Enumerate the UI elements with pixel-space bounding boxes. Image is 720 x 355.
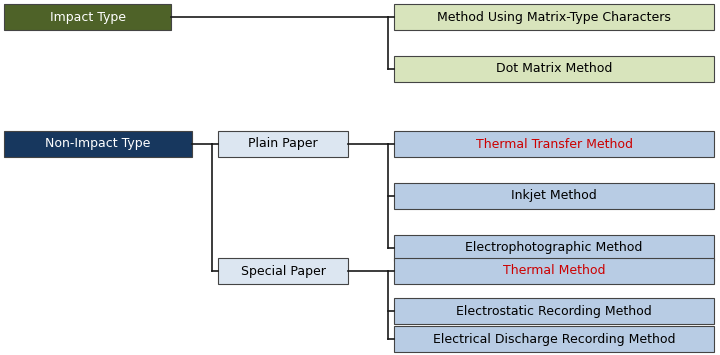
Text: Electrophotographic Method: Electrophotographic Method xyxy=(465,241,643,255)
FancyBboxPatch shape xyxy=(394,298,714,324)
Text: Inkjet Method: Inkjet Method xyxy=(511,190,597,202)
FancyBboxPatch shape xyxy=(394,235,714,261)
Text: Non-Impact Type: Non-Impact Type xyxy=(45,137,150,151)
Text: Method Using Matrix-Type Characters: Method Using Matrix-Type Characters xyxy=(437,11,671,23)
Text: Thermal Transfer Method: Thermal Transfer Method xyxy=(475,137,632,151)
Text: Dot Matrix Method: Dot Matrix Method xyxy=(496,62,612,76)
Text: Impact Type: Impact Type xyxy=(50,11,125,23)
FancyBboxPatch shape xyxy=(394,183,714,209)
FancyBboxPatch shape xyxy=(394,131,714,157)
Text: Special Paper: Special Paper xyxy=(240,264,325,278)
Text: Plain Paper: Plain Paper xyxy=(248,137,318,151)
FancyBboxPatch shape xyxy=(4,4,171,30)
Text: Electrical Discharge Recording Method: Electrical Discharge Recording Method xyxy=(433,333,675,345)
FancyBboxPatch shape xyxy=(394,56,714,82)
Text: Electrostatic Recording Method: Electrostatic Recording Method xyxy=(456,305,652,317)
FancyBboxPatch shape xyxy=(218,131,348,157)
FancyBboxPatch shape xyxy=(218,258,348,284)
Text: Thermal Method: Thermal Method xyxy=(503,264,606,278)
FancyBboxPatch shape xyxy=(394,258,714,284)
FancyBboxPatch shape xyxy=(394,4,714,30)
FancyBboxPatch shape xyxy=(394,326,714,352)
FancyBboxPatch shape xyxy=(4,131,192,157)
